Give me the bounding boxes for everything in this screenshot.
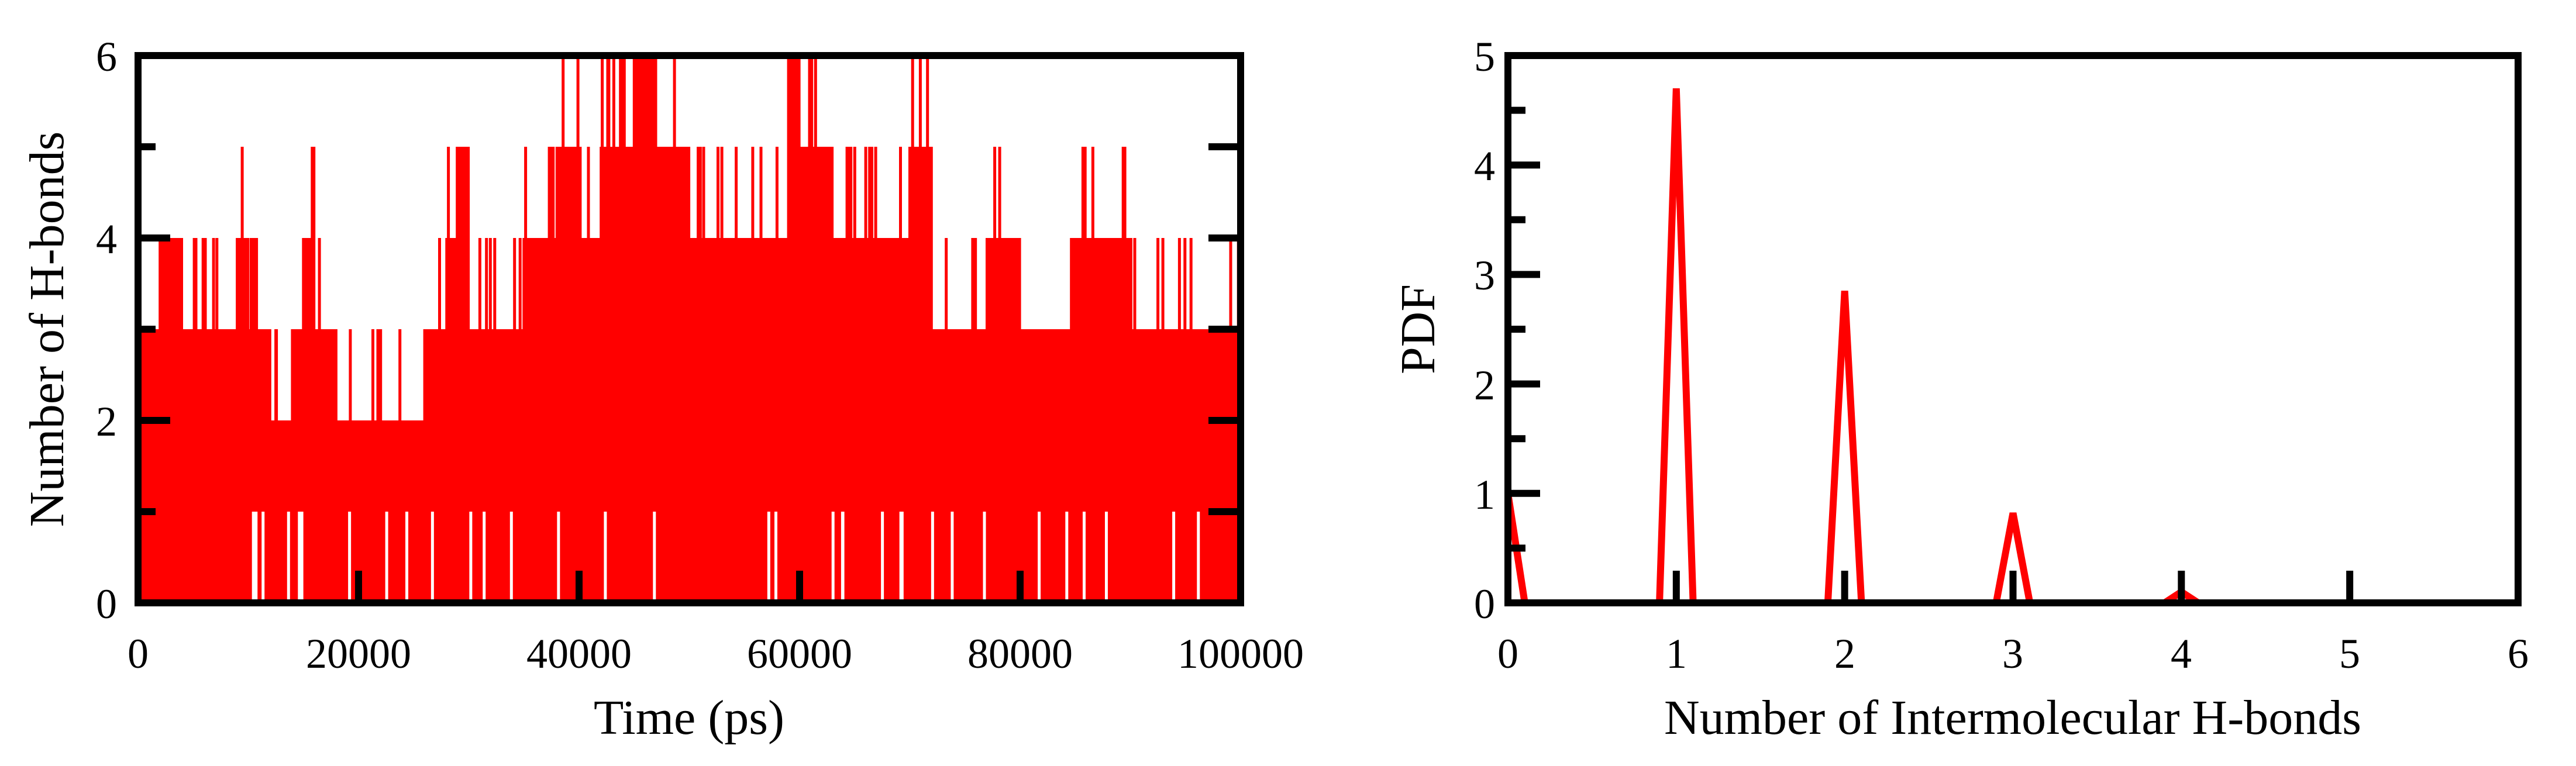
y-tick-labels-left: 0 2 4 6 [96, 33, 117, 627]
x-tick-label: 2 [1834, 630, 1855, 677]
axis-ticks-right [1504, 52, 2522, 606]
y-tick-label: 1 [1474, 471, 1495, 518]
x-tick-labels-left: 0 20000 40000 60000 80000 100000 [128, 630, 1304, 677]
x-tick-label: 40000 [526, 630, 632, 677]
y-tick-label: 5 [1474, 33, 1495, 80]
x-tick-label: 60000 [747, 630, 852, 677]
x-tick-label: 6 [2508, 630, 2529, 677]
y-tick-label: 0 [96, 581, 117, 627]
pdf-series-line [1504, 88, 2200, 606]
x-tick-label: 20000 [306, 630, 411, 677]
x-tick-label: 0 [1497, 630, 1518, 677]
hbond-timeseries-chart: 0 20000 40000 60000 80000 100000 0 2 4 6… [20, 33, 1304, 745]
y-tick-label: 4 [1474, 143, 1495, 189]
y-tick-label: 4 [96, 216, 117, 263]
hbond-series [136, 56, 1242, 603]
x-axis-title-right: Number of Intermolecular H-bonds [1664, 691, 2361, 745]
y-tick-labels-right: 0 1 2 3 4 5 [1474, 33, 1495, 627]
x-tick-label: 3 [2002, 630, 2023, 677]
y-tick-label: 2 [1474, 362, 1495, 409]
hbond-pdf-chart: 0 1 2 3 4 5 6 0 1 2 3 4 5 Number of Inte… [1391, 33, 2529, 745]
x-tick-label: 5 [2339, 630, 2360, 677]
y-tick-label: 2 [96, 398, 117, 445]
x-tick-label: 1 [1666, 630, 1687, 677]
y-tick-label: 3 [1474, 252, 1495, 299]
x-tick-label: 0 [128, 630, 149, 677]
axis-ticks-left [135, 52, 1244, 606]
x-tick-label: 80000 [967, 630, 1073, 677]
y-tick-label: 6 [96, 33, 117, 80]
x-tick-labels-right: 0 1 2 3 4 5 6 [1497, 630, 2529, 677]
y-axis-title-left: Number of H-bonds [20, 132, 74, 527]
x-axis-title-left: Time (ps) [594, 691, 784, 745]
x-tick-label: 100000 [1177, 630, 1304, 677]
x-tick-label: 4 [2171, 630, 2192, 677]
y-tick-label: 0 [1474, 581, 1495, 627]
hbond-series-base [138, 420, 1241, 603]
y-axis-title-right: PDF [1391, 284, 1445, 374]
pdf-series [1504, 88, 2200, 606]
